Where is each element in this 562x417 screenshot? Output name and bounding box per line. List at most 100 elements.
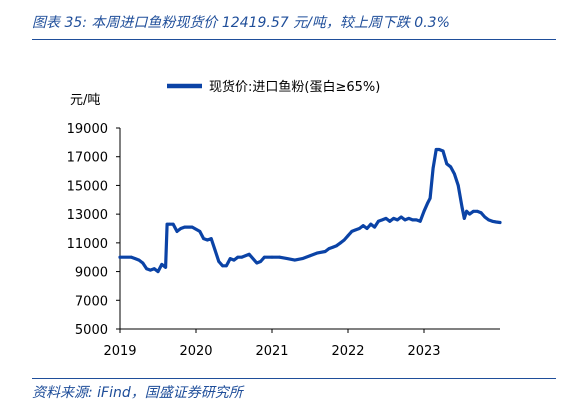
series-points xyxy=(118,148,502,273)
series-point xyxy=(483,215,487,219)
series-point xyxy=(130,255,133,259)
series-point xyxy=(263,255,266,259)
series-point xyxy=(301,257,304,260)
series-point xyxy=(152,267,156,271)
series-point xyxy=(456,184,460,187)
series-point xyxy=(350,230,354,233)
series-point xyxy=(434,148,438,151)
series-point xyxy=(411,218,414,222)
series-point xyxy=(323,250,327,253)
series-point xyxy=(475,209,479,213)
series-point xyxy=(445,162,449,166)
series-point xyxy=(331,245,335,249)
series-point xyxy=(449,165,452,169)
series-point xyxy=(270,255,274,259)
series-point xyxy=(236,255,240,259)
series-point xyxy=(358,227,361,230)
y-tick-label: 19000 xyxy=(67,122,108,137)
series-point xyxy=(168,222,171,226)
x-tick-label: 2019 xyxy=(103,344,136,359)
series-point xyxy=(437,148,441,151)
series-point xyxy=(164,265,168,269)
series-point xyxy=(190,225,194,229)
series-point xyxy=(491,219,494,223)
series-point xyxy=(255,261,259,265)
series-point xyxy=(156,270,160,273)
chart-legend: 现货价:进口鱼粉(蛋白≥65%) xyxy=(167,79,380,95)
source-divider xyxy=(32,378,556,379)
series-point xyxy=(141,261,145,265)
series-point xyxy=(365,227,369,230)
y-tick-label: 17000 xyxy=(67,151,108,166)
series-point xyxy=(369,222,373,226)
series-point xyxy=(165,222,169,226)
series-point xyxy=(228,257,232,260)
series-point xyxy=(418,219,422,223)
series-point xyxy=(183,225,187,229)
x-tick-label: 2021 xyxy=(255,344,288,359)
series-point xyxy=(487,218,490,222)
series-point xyxy=(399,215,403,219)
series-point xyxy=(465,209,468,213)
x-tick-label: 2022 xyxy=(331,344,364,359)
series-point xyxy=(428,196,432,200)
series-point xyxy=(198,230,202,233)
y-tick-label: 13000 xyxy=(67,208,108,223)
series-point xyxy=(377,219,380,223)
series-point xyxy=(160,263,164,266)
series-point xyxy=(441,149,445,153)
series-point xyxy=(225,264,228,268)
series-point xyxy=(354,228,357,232)
y-tick-label: 7000 xyxy=(75,294,108,309)
price-line-chart: 现货价:进口鱼粉(蛋白≥65%) 元/吨 19000 17000 15000 1300… xyxy=(67,79,502,359)
series-point xyxy=(498,221,502,224)
series-point xyxy=(335,244,338,248)
figure-title: 图表 35: 本周进口鱼粉现货价 12419.57 元/吨，较上周下跌 0.3% xyxy=(32,15,450,31)
series-point xyxy=(179,227,183,230)
series-point xyxy=(293,258,297,262)
series-point xyxy=(285,257,289,260)
series-point xyxy=(384,217,388,220)
y-axis-ticks: 19000 17000 15000 13000 11000 9000 7000 5000 xyxy=(67,122,120,338)
y-tick-label: 11000 xyxy=(67,237,108,252)
series-point xyxy=(422,209,426,213)
series-point xyxy=(149,268,152,272)
series-point xyxy=(431,166,435,170)
series-point xyxy=(209,237,213,241)
series-point xyxy=(217,260,221,263)
y-tick-label: 15000 xyxy=(67,179,108,194)
series-point xyxy=(462,217,466,220)
series-point xyxy=(472,209,475,213)
series-point xyxy=(202,237,206,241)
x-tick-label: 2023 xyxy=(407,344,440,359)
series-point xyxy=(453,172,456,176)
series-point xyxy=(407,217,411,220)
legend-label: 现货价:进口鱼粉(蛋白≥65%) xyxy=(209,79,380,95)
series-point xyxy=(316,251,319,255)
series-point xyxy=(232,258,236,262)
series-point xyxy=(213,248,217,252)
y-tick-label: 9000 xyxy=(75,266,108,281)
x-axis-ticks: 2019 2020 2021 2022 2023 xyxy=(103,329,441,359)
series-point xyxy=(403,218,407,222)
series-point xyxy=(171,222,175,226)
series-point xyxy=(342,238,346,242)
x-tick-label: 2020 xyxy=(179,344,212,359)
y-tick-label: 5000 xyxy=(75,323,108,338)
series-point xyxy=(460,205,464,209)
series-point xyxy=(346,234,350,238)
title-divider xyxy=(32,39,556,40)
series-point xyxy=(468,212,471,216)
series-point xyxy=(133,257,137,260)
series-point xyxy=(392,217,395,220)
series-line-fishmeal-price xyxy=(118,147,502,274)
series-point xyxy=(308,254,312,258)
series-point xyxy=(137,258,141,262)
series-point xyxy=(494,220,498,224)
series-point xyxy=(240,255,244,259)
series-point xyxy=(361,224,365,228)
source-note: 资料来源: iFind，国盛证券研究所 xyxy=(32,385,243,401)
series-point xyxy=(396,218,399,222)
series-point xyxy=(415,218,418,222)
series-point xyxy=(175,230,179,233)
